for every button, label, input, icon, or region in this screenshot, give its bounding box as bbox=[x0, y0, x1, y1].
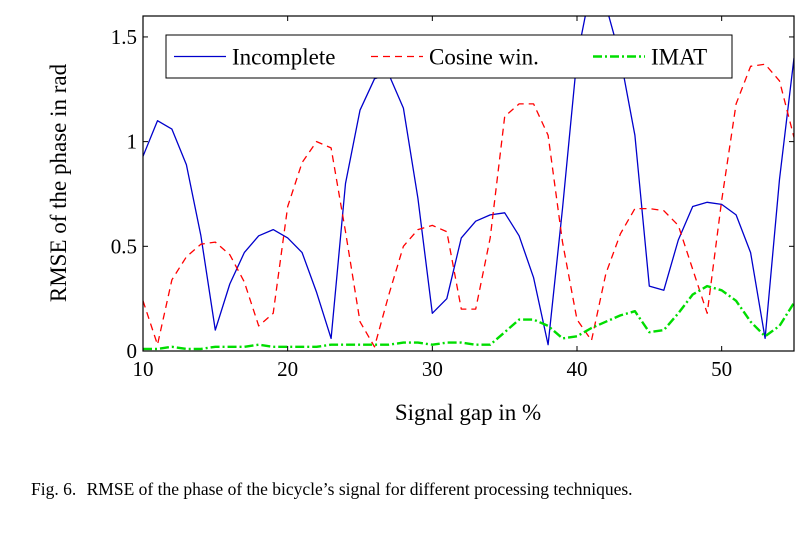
series-line-cosine-win bbox=[143, 63, 794, 348]
chart: 10 20 30 40 50 0 0.5 1 1.5 Incomplete Cosine win.… bbox=[46, 15, 795, 425]
x-tick-label: 10 bbox=[133, 357, 154, 381]
y-tick-label: 1.5 bbox=[111, 25, 137, 49]
x-axis-title: Signal gap in % bbox=[395, 400, 541, 425]
caption-text: RMSE of the phase of the bicycle’s signa… bbox=[86, 479, 633, 499]
legend-label: Cosine win. bbox=[429, 45, 539, 70]
legend: Incomplete Cosine win. IMAT bbox=[165, 34, 733, 79]
y-tick-label: 0 bbox=[127, 339, 138, 363]
series-line-imat bbox=[143, 284, 794, 351]
x-tick-label: 30 bbox=[422, 357, 443, 381]
legend-box bbox=[165, 34, 733, 79]
x-tick-label: 40 bbox=[567, 357, 588, 381]
y-axis-title: RMSE of the phase in rad bbox=[46, 63, 71, 302]
legend-label: Incomplete bbox=[232, 45, 335, 70]
y-tick-label: 1 bbox=[127, 130, 138, 154]
ticks-layer: 10 20 30 40 50 0 0.5 1 1.5 bbox=[111, 16, 794, 381]
legend-label: IMAT bbox=[651, 45, 707, 70]
caption-label: Fig. 6. bbox=[31, 479, 77, 499]
x-tick-label: 50 bbox=[711, 357, 732, 381]
plot-frame bbox=[142, 15, 795, 352]
x-tick-label: 20 bbox=[277, 357, 298, 381]
series-layer bbox=[143, 16, 794, 351]
series-line-incomplete bbox=[143, 16, 794, 346]
figure-caption: Fig. 6. RMSE of the phase of the bicycle… bbox=[31, 478, 801, 500]
y-tick-label: 0.5 bbox=[111, 234, 137, 258]
